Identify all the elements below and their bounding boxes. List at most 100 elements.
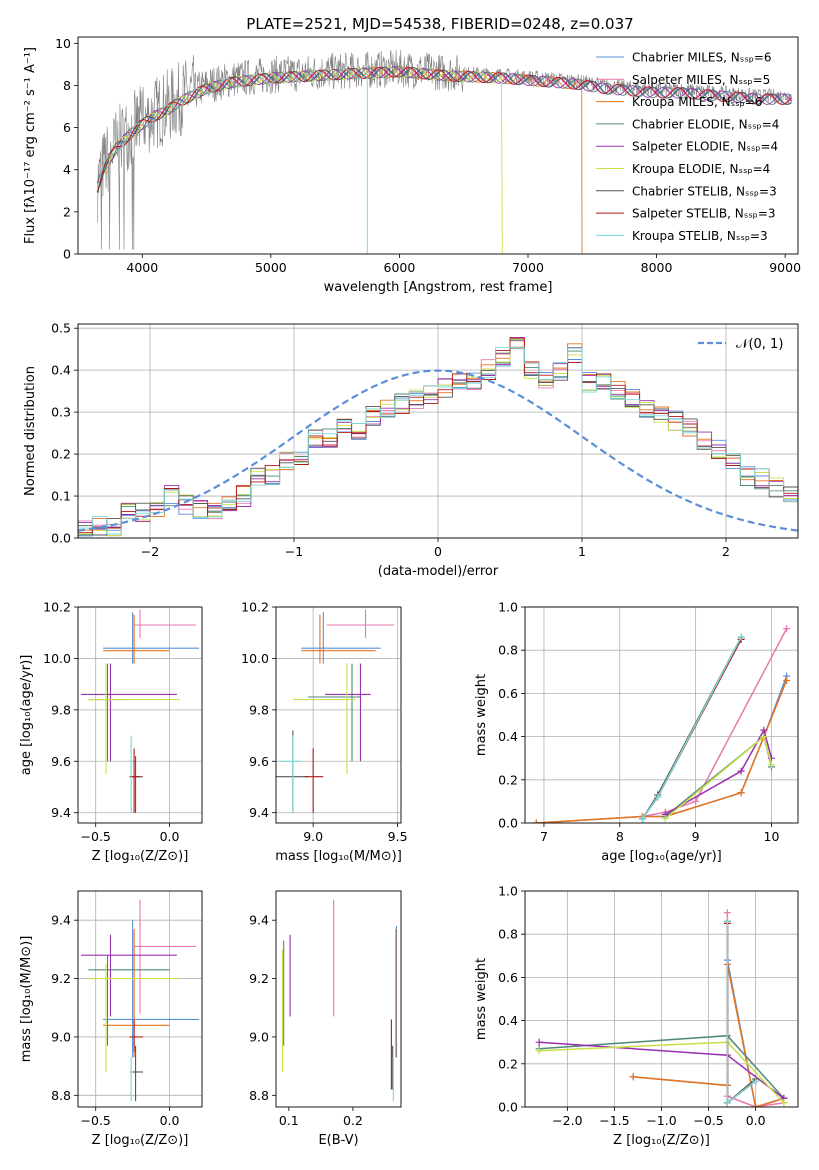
spectrum-legend: Chabrier MILES, Nₛₛₚ=6 Salpeter MILES, Nₛ… [596,51,779,243]
mass_vs_ebv-axes: 0.1 0.2 8.8 9.0 9.2 9.4 [249,913,363,1128]
weight-series-kroupa_stelib [639,633,745,823]
weight_vs_age-x-label: age [log₁₀(age/yr)] [601,849,722,864]
y-tick-label: 0.3 [51,405,71,420]
x-tick-label: 10 [764,829,780,844]
errorbar-salpeter_elodie [80,663,177,762]
y-tick-label: 0.0 [51,531,71,546]
errorbar-salpeter_stelib [129,1019,143,1052]
errorbar-kroupa_stelib [279,735,302,813]
y-tick-label: 9.8 [249,702,269,717]
errorbar-kroupa_elodie [88,963,180,1072]
y-tick-label: 9.2 [51,971,71,986]
age_vs_z-y-label: age [log₁₀(age/yr)] [19,655,34,776]
weight-series-salpeter_stelib [723,919,760,1107]
age_vs_z-x-label: Z [log₁₀(Z/Z⊙)] [92,849,189,864]
y-tick-label: 0.5 [51,321,71,336]
plus-marker [737,789,745,797]
residuals-legend: 𝒩(0, 1) [698,337,783,352]
y-tick-label: 9.4 [249,913,269,928]
series-line [726,923,757,1105]
plus-marker [692,797,700,805]
plus-marker [654,793,662,801]
spectrum-model-kroupa_elodie [96,66,503,254]
y-tick-label: 0.4 [498,729,518,744]
legend-label: Chabrier STELIB, Nₛₛₚ=3 [632,184,777,198]
y-tick-label: 9.8 [51,702,71,717]
errorbar-salpeter_miles [134,899,197,1014]
y-tick-label: 0.2 [498,772,518,787]
spectrum-x-label: wavelength [Angstrom, rest frame] [324,280,553,295]
y-tick-label: 10.2 [241,600,269,615]
series-line [664,728,773,816]
plus-marker [760,733,768,741]
mass_vs_z-y-label: mass [log₁₀(M/M⊙)] [19,936,34,1063]
y-tick-label: 4 [63,162,71,177]
x-tick-label: 0 [434,544,442,559]
y-tick-label: 1.0 [498,600,518,615]
legend-label: Salpeter MILES, Nₛₛₚ=5 [632,73,770,87]
weight-series-kroupa_stelib [723,917,760,1107]
x-tick-label: 2 [722,544,730,559]
plus-marker [639,815,647,823]
age_vs_z-frame [77,606,203,824]
plus-marker [737,633,745,641]
x-tick-label: −2 [141,544,159,559]
y-tick-label: 9.0 [51,1029,71,1044]
y-tick-label: 0.4 [498,1013,518,1028]
y-tick-label: 9.4 [51,805,71,820]
errorbar-salpeter_elodie [324,663,371,762]
mass_vs_z-axes: −0.5 0.0 8.8 9.0 9.2 9.4 [51,891,202,1128]
x-tick-label: −1.5 [599,1113,629,1128]
plus-marker [737,767,745,775]
x-tick-label: 9.0 [303,829,323,844]
y-tick-label: 9.0 [249,1029,269,1044]
errorbar-kroupa_stelib [129,735,133,813]
errorbar-kroupa_miles [103,928,170,1058]
y-tick-label: 9.6 [249,754,269,769]
y-tick-label: 0.2 [498,1056,518,1071]
y-tick-label: 0.8 [498,643,518,658]
y-tick-label: 2 [63,204,71,219]
plus-marker [629,1073,637,1081]
histogram-kroupa_stelib [78,346,798,538]
x-tick-label: −1.0 [646,1113,676,1128]
plus-marker [535,1047,543,1055]
plus-marker [767,761,775,769]
residuals-axes: −2 −1 0 1 2 0.0 0.1 0.2 0.3 0.4 0.5 [51,321,798,559]
y-tick-label: 9.2 [249,971,269,986]
errorbar-salpeter_stelib [304,748,324,813]
age_vs_mass-x-label: mass [log₁₀(M/M⊙)] [275,849,402,864]
plus-marker [780,1099,788,1107]
x-tick-label: 9 [692,829,700,844]
y-tick-label: 0.6 [498,970,518,985]
x-tick-label: 0.0 [160,1113,180,1128]
legend-label: Salpeter ELODIE, Nₛₛₚ=4 [632,140,778,154]
mass_vs_ebv-x-label: E(B-V) [318,1133,358,1148]
y-tick-label: 0.1 [51,489,71,504]
spectrum-y-label: Flux [fλ10⁻¹⁷ erg cm⁻² s⁻¹ A⁻¹] [23,47,38,244]
errorbar-salpeter_elodie [80,934,177,1017]
spectrum-axes: 4000 5000 6000 7000 8000 9000 0 2 4 6 8 10 [55,36,801,275]
weight-series-kroupa_elodie [661,733,775,823]
x-tick-label: −0.5 [693,1113,723,1128]
residuals-frame [77,323,799,539]
y-tick-label: 0.0 [498,1100,518,1115]
errorbar-chabrier_elodie [308,663,361,762]
residuals-x-label: (data-model)/error [378,564,499,579]
weight_vs_age-y-label: mass weight [474,674,489,756]
errorbar-salpeter_miles [326,609,395,638]
weight-series-chabrier_stelib [723,917,760,1107]
errorbar-chabrier_stelib [276,730,309,813]
plus-marker [760,726,768,734]
plus-marker [723,1099,731,1107]
x-tick-label: 0.0 [746,1113,766,1128]
errorbar-kroupa_miles [103,614,170,664]
spectrum-model-chabrier_elodie [96,66,792,184]
y-tick-label: 0.4 [51,363,71,378]
y-tick-label: 1.0 [498,884,518,899]
residuals-y-label: Normed distribution [23,366,38,496]
plus-marker [535,1038,543,1046]
errorbar-kroupa_miles [301,614,376,664]
x-tick-label: 7000 [512,260,544,275]
series-line [726,921,757,1105]
